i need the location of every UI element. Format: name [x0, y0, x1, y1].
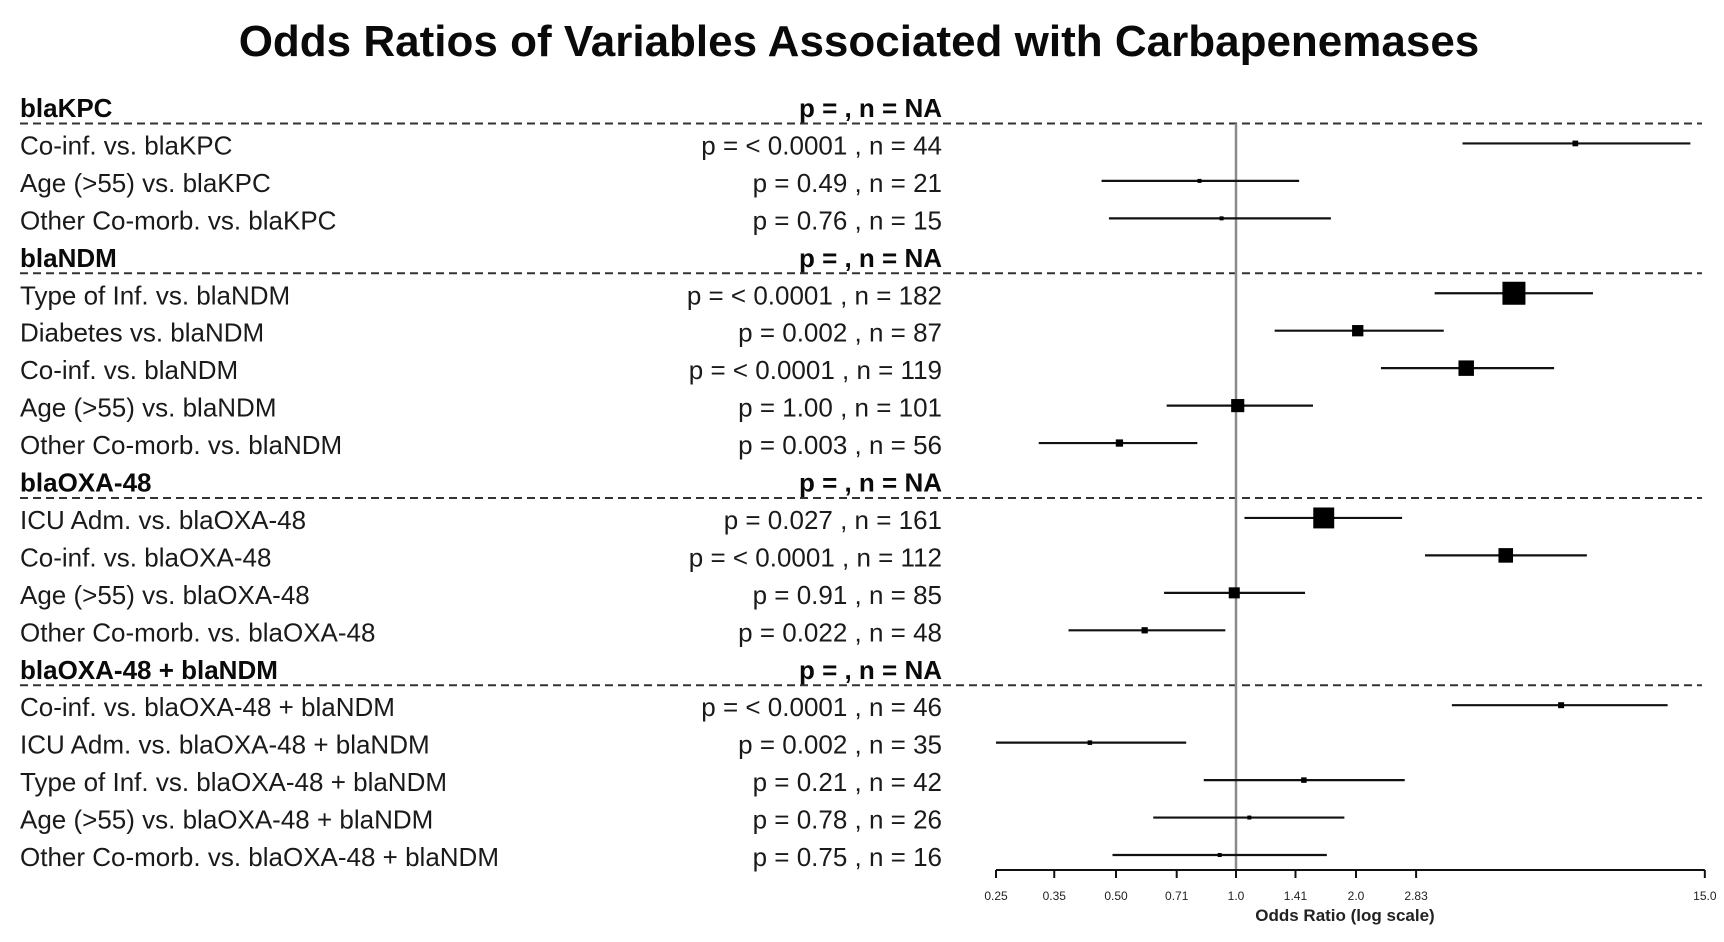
point-estimate — [1141, 627, 1148, 634]
group-stat-label: p = , n = NA — [799, 93, 942, 123]
row-stat: p = 0.003 , n = 56 — [738, 430, 942, 460]
point-estimate — [1231, 399, 1245, 413]
point-estimate — [1301, 777, 1307, 783]
row-label: Type of Inf. vs. blaOXA-48 + blaNDM — [20, 767, 447, 797]
point-estimate — [1458, 360, 1474, 376]
x-tick-label: 0.50 — [1104, 889, 1128, 903]
x-tick-label: 1.41 — [1284, 889, 1308, 903]
row-label: Other Co-morb. vs. blaKPC — [20, 205, 336, 235]
point-estimate — [1247, 815, 1252, 820]
x-tick-label: 0.35 — [1043, 889, 1067, 903]
point-estimate — [1313, 507, 1335, 529]
row-label: Age (>55) vs. blaKPC — [20, 168, 271, 198]
point-estimate — [1228, 587, 1240, 599]
plot-area — [996, 123, 1691, 870]
point-estimate — [1352, 325, 1364, 337]
chart-title: Odds Ratios of Variables Associated with… — [239, 17, 1480, 66]
row-stat: p = 0.75 , n = 16 — [753, 842, 942, 872]
x-tick-label: 2.83 — [1404, 889, 1428, 903]
row-stat: p = < 0.0001 , n = 112 — [689, 542, 942, 572]
row-label: Diabetes vs. blaNDM — [20, 318, 264, 348]
row-stat: p = 0.49 , n = 21 — [753, 168, 942, 198]
row-label: Type of Inf. vs. blaNDM — [20, 280, 290, 310]
x-tick-label: 0.25 — [984, 889, 1008, 903]
x-tick-label: 15.0 — [1693, 889, 1717, 903]
point-estimate — [1572, 140, 1579, 147]
row-label: Age (>55) vs. blaOXA-48 — [20, 580, 310, 610]
row-stat: p = 0.91 , n = 85 — [753, 580, 942, 610]
row-stat: p = 1.00 , n = 101 — [738, 393, 942, 423]
x-tick-label: 1.0 — [1228, 889, 1245, 903]
row-label: Other Co-morb. vs. blaOXA-48 — [20, 617, 375, 647]
point-estimate — [1115, 439, 1124, 447]
row-label: ICU Adm. vs. blaOXA-48 + blaNDM — [20, 730, 430, 760]
group-stat-label: p = , n = NA — [799, 468, 942, 498]
point-estimate — [1197, 178, 1202, 183]
row-label: Age (>55) vs. blaOXA-48 + blaNDM — [20, 805, 433, 835]
row-label: ICU Adm. vs. blaOXA-48 — [20, 505, 306, 535]
x-axis: 0.25 0.35 0.50 0.71 1.0 1.41 2.0 2.83 15.0 — [984, 869, 1717, 903]
row-label: Other Co-morb. vs. blaNDM — [20, 430, 342, 460]
point-estimate — [1087, 740, 1093, 745]
row-stat: p = 0.21 , n = 42 — [753, 767, 942, 797]
row-stat: p = < 0.0001 , n = 46 — [701, 692, 942, 722]
row-stat: p = 0.002 , n = 35 — [738, 730, 942, 760]
row-label: Age (>55) vs. blaNDM — [20, 393, 276, 423]
point-estimate — [1219, 216, 1224, 221]
group-label: blaNDM — [20, 243, 117, 273]
group-label: blaKPC — [20, 93, 113, 123]
row-stat: p = 0.027 , n = 161 — [724, 505, 942, 535]
row-stat: p = 0.76 , n = 15 — [753, 205, 942, 235]
group-label: blaOXA-48 + blaNDM — [20, 655, 278, 685]
row-stat: p = 0.002 , n = 87 — [738, 318, 942, 348]
row-stat: p = < 0.0001 , n = 182 — [687, 280, 942, 310]
group-label: blaOXA-48 — [20, 468, 152, 498]
row-stat: p = 0.78 , n = 26 — [753, 805, 942, 835]
point-estimate — [1498, 548, 1514, 563]
row-stat: p = 0.022 , n = 48 — [738, 617, 942, 647]
row-label: Co-inf. vs. blaOXA-48 — [20, 542, 271, 572]
group-stat-label: p = , n = NA — [799, 243, 942, 273]
row-label: Co-inf. vs. blaKPC — [20, 130, 232, 160]
row-label: Co-inf. vs. blaNDM — [20, 355, 238, 385]
row-label: Other Co-morb. vs. blaOXA-48 + blaNDM — [20, 842, 499, 872]
x-tick-label: 2.0 — [1348, 889, 1365, 903]
table-rows: blaKPC p = , n = NA Co-inf. vs. blaKPC p = … — [20, 93, 1702, 872]
x-tick-label: 0.71 — [1165, 889, 1189, 903]
point-estimate — [1217, 853, 1222, 857]
row-stat: p = < 0.0001 , n = 119 — [689, 355, 942, 385]
row-label: Co-inf. vs. blaOXA-48 + blaNDM — [20, 692, 395, 722]
point-estimate — [1502, 281, 1526, 305]
point-estimate — [1558, 702, 1565, 709]
row-stat: p = < 0.0001 , n = 44 — [701, 130, 942, 160]
group-stat-label: p = , n = NA — [799, 655, 942, 685]
x-axis-title: Odds Ratio (log scale) — [1255, 906, 1434, 925]
